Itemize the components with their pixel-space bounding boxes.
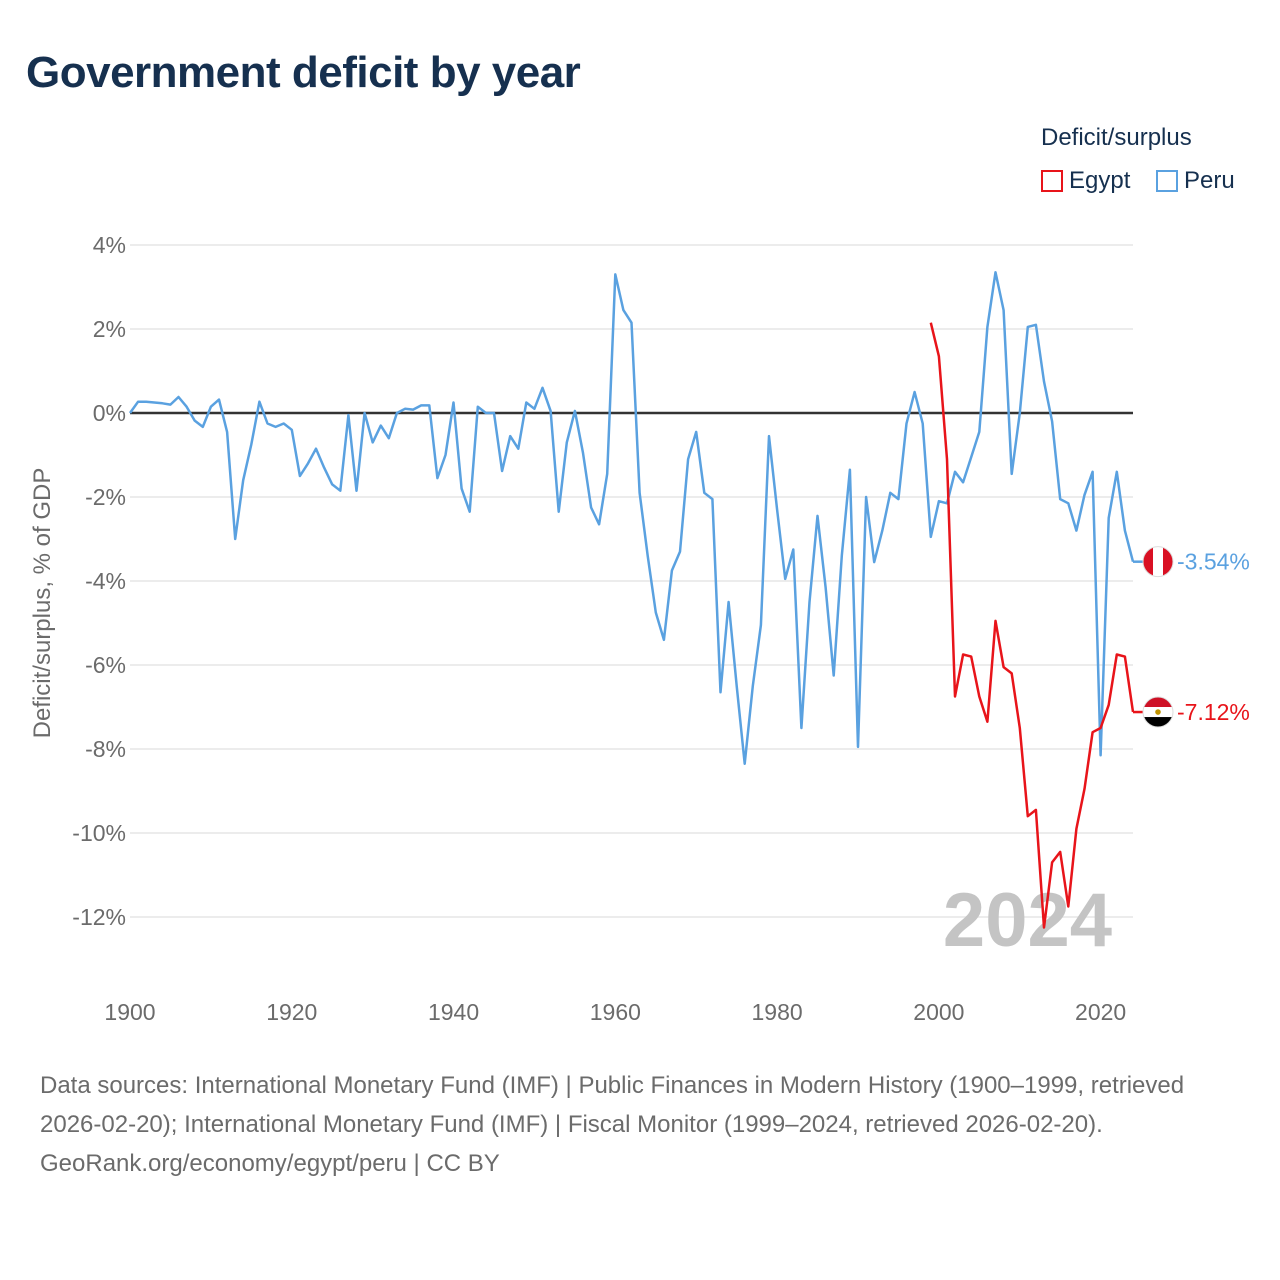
y-tick-label: 4% <box>93 232 126 258</box>
x-axis-ticks: 1900 1920 1940 1960 1980 2000 2020 <box>104 999 1126 1025</box>
y-tick-label: -4% <box>85 568 126 594</box>
x-tick-label: 1960 <box>590 999 641 1025</box>
x-tick-label: 1920 <box>266 999 317 1025</box>
footer-license: CC BY <box>426 1150 500 1177</box>
peru-flag-icon <box>1142 546 1174 578</box>
footer: Data sources: International Monetary Fun… <box>40 1066 1240 1183</box>
x-tick-label: 1980 <box>752 999 803 1025</box>
x-tick-label: 2020 <box>1075 999 1126 1025</box>
legend-title: Deficit/surplus <box>1041 124 1192 151</box>
line-chart: 4%2%0%-2%-4%-6%-8%-10%-12% 1900 1920 1940 1… <box>29 232 1250 1025</box>
footer-link-line: GeoRank.org/economy/egypt/peru | CC BY <box>40 1150 500 1177</box>
y-tick-label: -10% <box>72 820 126 846</box>
legend-swatch-peru <box>1156 170 1178 192</box>
end-value-label-peru: -3.54% <box>1177 549 1250 575</box>
y-axis-ticks: 4% 2% 0% -2% -4% -6% -8% -10% -12% <box>72 232 126 930</box>
y-tick-label: -2% <box>85 484 126 510</box>
legend-swatch-egypt <box>1041 170 1063 192</box>
x-tick-label: 1900 <box>104 999 155 1025</box>
legend-label-peru: Peru <box>1184 167 1235 194</box>
x-tick-label: 1940 <box>428 999 479 1025</box>
end-value-label-egypt: -7.12% <box>1177 699 1250 725</box>
x-tick-label: 2000 <box>913 999 964 1025</box>
data-sources: Data sources: International Monetary Fun… <box>40 1072 1185 1138</box>
end-markers: -3.54% -7.12% <box>1133 546 1250 728</box>
y-tick-label: 2% <box>93 316 126 342</box>
footer-link[interactable]: GeoRank.org/economy/egypt/peru <box>40 1150 407 1177</box>
y-tick-label: -12% <box>72 904 126 930</box>
legend-item-egypt[interactable]: Egypt <box>1041 166 1130 196</box>
chart-title: Government deficit by year <box>26 48 581 97</box>
y-axis-label: Deficit/surplus, % of GDP <box>29 468 56 739</box>
series-lines <box>128 271 1135 929</box>
y-tick-label: -6% <box>85 652 126 678</box>
series-line-peru[interactable] <box>128 271 1135 765</box>
legend-item-peru[interactable]: Peru <box>1156 166 1235 196</box>
legend-label-egypt: Egypt <box>1069 167 1131 194</box>
egypt-flag-icon <box>1142 696 1174 728</box>
series-line-egypt[interactable] <box>929 322 1135 929</box>
y-tick-label: 0% <box>93 400 126 426</box>
year-watermark: 2024 <box>943 878 1112 963</box>
y-tick-label: -8% <box>85 736 126 762</box>
